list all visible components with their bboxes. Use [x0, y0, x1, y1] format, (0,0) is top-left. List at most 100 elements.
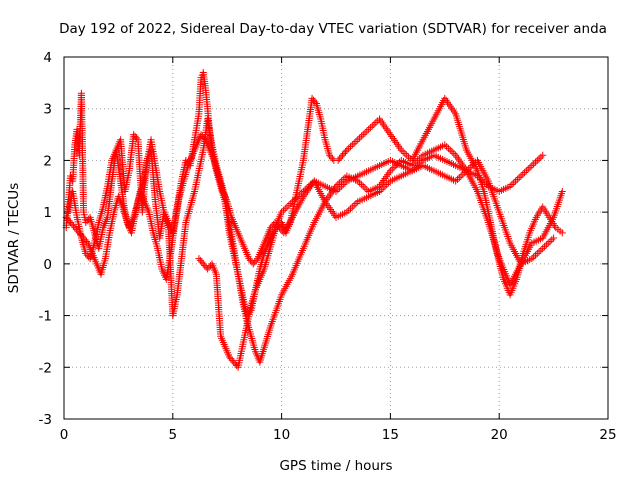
y-axis-label: SDTVAR / TECUs: [6, 183, 22, 293]
data-point: [204, 265, 212, 273]
data-point: [225, 353, 233, 361]
interp-point: [522, 167, 530, 175]
data-point: [517, 172, 525, 180]
interp-point: [345, 206, 353, 214]
interp-point: [390, 163, 398, 171]
interp-point: [337, 177, 345, 185]
interp-point: [283, 203, 291, 211]
data-point: [278, 208, 286, 216]
interp-point: [537, 246, 545, 254]
data-point: [334, 156, 342, 164]
data-point: [325, 151, 333, 159]
interp-point: [357, 132, 365, 140]
interp-point: [508, 181, 516, 189]
interp-point: [450, 150, 458, 158]
y-tick-label: 2: [43, 153, 52, 169]
interp-point: [512, 177, 520, 185]
interp-point: [290, 196, 298, 204]
interp-point: [310, 96, 318, 104]
interp-point: [381, 182, 389, 190]
interp-point: [131, 132, 139, 140]
interp-point: [227, 355, 235, 363]
data-point: [267, 224, 275, 232]
interp-point: [548, 236, 556, 244]
y-tick-label: -3: [39, 412, 52, 428]
data-point: [195, 255, 203, 263]
interp-point: [477, 175, 485, 183]
data-point: [506, 182, 514, 190]
interp-point: [287, 200, 295, 208]
interp-point: [546, 237, 554, 245]
data-point: [245, 255, 253, 263]
interp-point: [348, 141, 356, 149]
interp-point: [352, 137, 360, 145]
interp-point: [392, 162, 400, 170]
data-point: [354, 177, 362, 185]
interp-point: [521, 168, 529, 176]
interp-point: [228, 356, 236, 364]
interp-point: [542, 241, 550, 249]
interp-point: [377, 186, 385, 194]
interp-point: [356, 134, 364, 142]
interp-point: [198, 258, 206, 266]
interp-point: [475, 174, 483, 182]
interp-point: [205, 263, 213, 271]
data-point: [365, 125, 373, 133]
data-point: [343, 146, 351, 154]
interp-point: [366, 124, 374, 132]
interp-point: [334, 181, 342, 189]
interp-point: [292, 194, 300, 202]
interp-point: [530, 253, 538, 261]
interp-point: [388, 165, 396, 173]
x-tick-label: 5: [169, 427, 178, 443]
data-point: [397, 146, 405, 154]
interp-point: [455, 174, 463, 182]
data-point: [230, 358, 238, 366]
interp-point: [510, 179, 518, 187]
data-point: [539, 151, 547, 159]
interp-point: [357, 181, 365, 189]
data-point: [473, 172, 481, 180]
interp-point: [350, 201, 358, 209]
interp-point: [448, 148, 456, 156]
interp-point: [336, 155, 344, 163]
data-point: [539, 244, 547, 252]
interp-point: [379, 184, 387, 192]
x-tick-label: 10: [273, 427, 290, 443]
interp-point: [363, 127, 371, 135]
interp-point: [231, 360, 239, 368]
interp-point: [412, 158, 420, 166]
interp-point: [298, 189, 306, 197]
interp-point: [64, 215, 72, 223]
data-point: [332, 182, 340, 190]
data-point: [528, 255, 536, 263]
interp-point: [359, 182, 367, 190]
interp-point: [347, 143, 355, 151]
data-point: [199, 260, 207, 268]
interp-point: [83, 217, 91, 225]
interp-point: [305, 182, 313, 190]
interp-point: [513, 175, 521, 183]
interp-point: [537, 153, 545, 161]
interp-point: [385, 179, 393, 187]
interp-point: [279, 206, 287, 214]
interp-point: [383, 181, 391, 189]
interp-point: [535, 248, 543, 256]
interp-point: [348, 203, 356, 211]
x-tick-label: 15: [382, 427, 399, 443]
interp-point: [69, 222, 77, 230]
interp-point: [252, 256, 260, 264]
data-point: [299, 187, 307, 195]
data-point: [82, 218, 90, 226]
x-axis-label: GPS time / hours: [279, 458, 392, 474]
x-tick-label: 0: [60, 427, 69, 443]
data-point: [463, 167, 471, 175]
data-point: [376, 187, 384, 195]
interp-point: [296, 191, 304, 199]
interp-point: [444, 144, 452, 152]
interp-point: [464, 165, 472, 173]
interp-point: [457, 172, 465, 180]
interp-point: [531, 158, 539, 166]
interp-point: [526, 163, 534, 171]
